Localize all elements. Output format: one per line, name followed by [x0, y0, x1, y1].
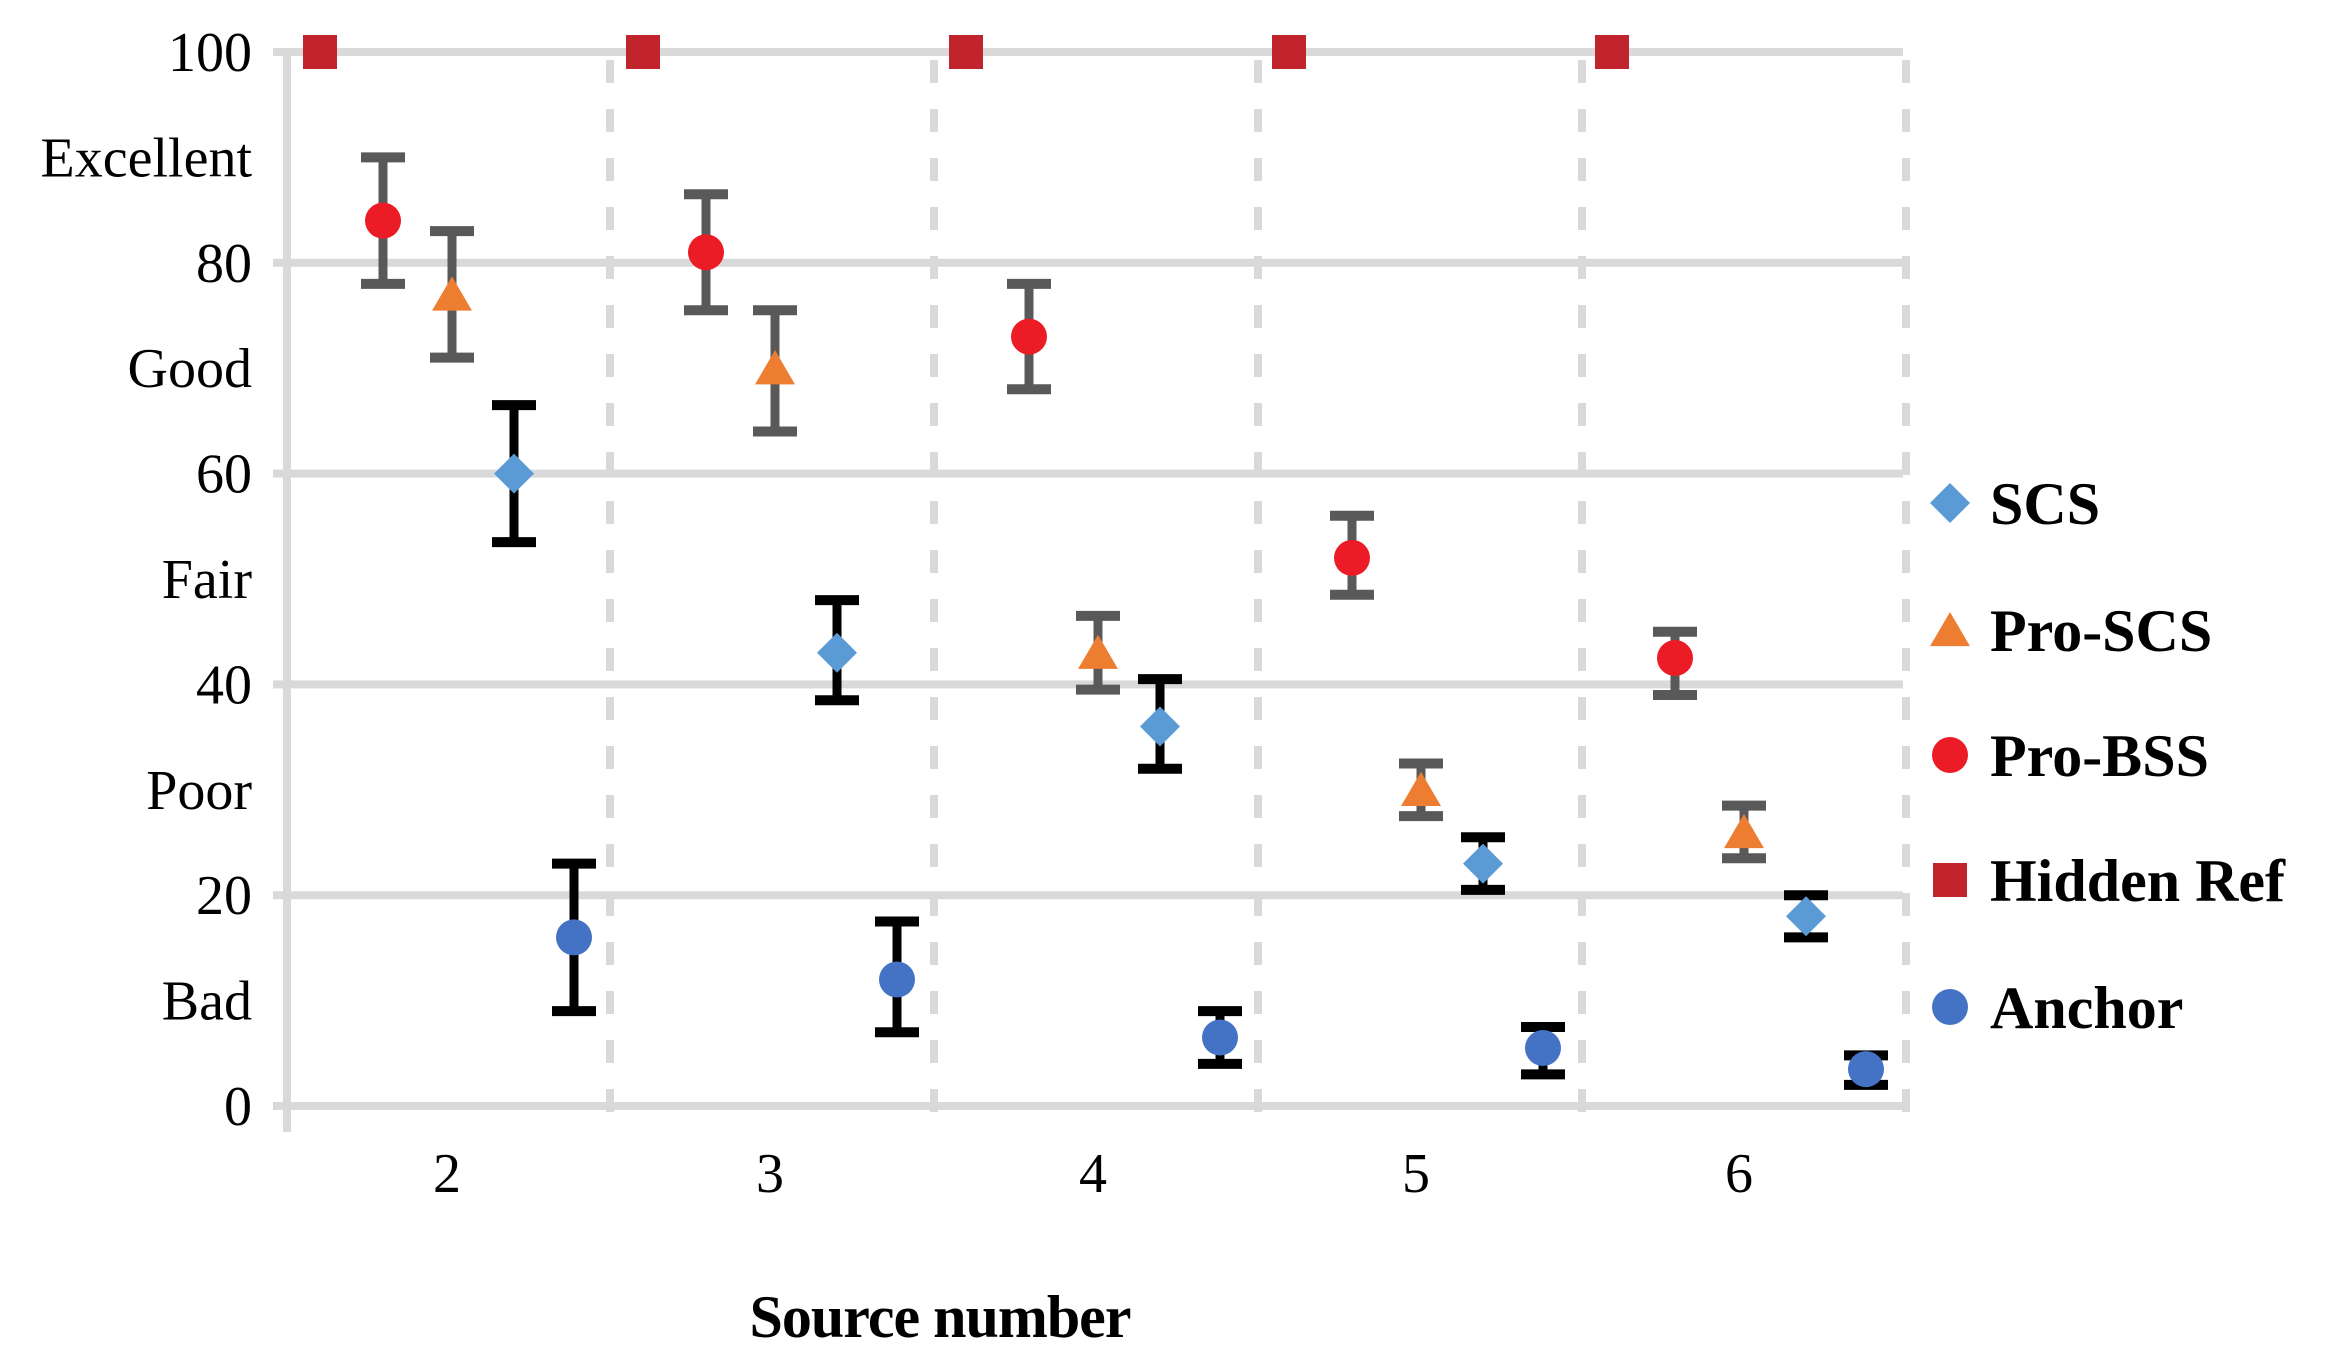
marker-hidden-ref-source-2	[303, 35, 337, 69]
marker-hidden-ref-source-5	[1272, 35, 1306, 69]
marker-pro-scs-source-2	[432, 276, 472, 311]
marker-hidden-ref-source-3	[626, 35, 660, 69]
y-tick-label-100: 100	[168, 22, 252, 84]
marker-pro-scs-source-3	[755, 350, 795, 385]
marker-pro-scs-source-4	[1078, 634, 1118, 669]
legend: SCS Pro-SCS Pro-BSS Hidden Ref Anchor	[1930, 471, 2286, 1041]
series-layer	[303, 35, 1888, 1090]
point-scs-source-4	[1138, 674, 1182, 774]
axis-labels-layer: 100 80 60 40 20 0 Excellent Good Fair Poor Bad 2 3 4 5…	[41, 22, 1753, 1350]
point-pro-bss-source-6	[1653, 626, 1697, 700]
grid-layer	[273, 48, 1910, 1132]
point-anchor-source-2	[552, 858, 596, 1017]
legend-item-pro-scs: Pro-SCS	[1930, 598, 2212, 664]
legend-item-scs: SCS	[1930, 471, 2100, 537]
marker-scs-source-5	[1463, 843, 1503, 884]
point-hidden-ref-source-2	[303, 35, 337, 69]
y-tick-label-60: 60	[196, 444, 252, 506]
marker-pro-bss-source-6	[1657, 640, 1693, 677]
point-hidden-ref-source-5	[1272, 35, 1306, 69]
x-axis-title: Source number	[750, 1284, 1131, 1350]
point-scs-source-3	[815, 595, 859, 706]
legend-label-pro-scs: Pro-SCS	[1990, 598, 2212, 664]
marker-pro-scs-source-6	[1724, 813, 1764, 849]
marker-pro-bss-source-2	[365, 202, 401, 239]
y-tick-label-0: 0	[224, 1076, 252, 1138]
point-scs-source-2	[492, 400, 536, 548]
point-scs-source-5	[1461, 832, 1505, 895]
marker-pro-bss-source-5	[1334, 539, 1370, 576]
point-anchor-source-4	[1198, 1006, 1242, 1069]
marker-hidden-ref-source-4	[949, 35, 983, 69]
point-scs-source-6	[1784, 890, 1828, 943]
point-hidden-ref-source-6	[1595, 35, 1629, 69]
x-tick-label-2: 2	[433, 1143, 461, 1205]
y-quality-label-good: Good	[128, 338, 252, 400]
point-pro-scs-source-6	[1722, 800, 1766, 864]
marker-anchor-source-3	[879, 961, 915, 998]
x-tick-label-6: 6	[1725, 1143, 1753, 1205]
x-tick-label-4: 4	[1079, 1143, 1107, 1205]
marker-scs-source-3	[817, 632, 857, 673]
point-pro-scs-source-4	[1076, 610, 1120, 695]
point-anchor-source-5	[1521, 1021, 1565, 1080]
legend-swatch-pro-scs	[1930, 611, 1970, 647]
y-tick-label-20: 20	[196, 865, 252, 927]
point-pro-scs-source-2	[430, 226, 474, 363]
point-pro-scs-source-3	[753, 305, 797, 437]
marker-hidden-ref-source-6	[1595, 35, 1629, 69]
x-tick-label-5: 5	[1402, 1143, 1430, 1205]
marker-scs-source-4	[1140, 706, 1180, 747]
marker-anchor-source-5	[1525, 1030, 1561, 1067]
y-quality-label-bad: Bad	[162, 971, 252, 1033]
legend-swatch-hidden-ref	[1933, 863, 1967, 897]
marker-anchor-source-2	[556, 919, 592, 956]
marker-anchor-source-4	[1202, 1019, 1238, 1056]
legend-item-hidden-ref: Hidden Ref	[1933, 848, 2286, 914]
y-tick-label-40: 40	[196, 654, 252, 716]
legend-item-anchor: Anchor	[1932, 975, 2183, 1041]
legend-swatch-scs	[1930, 483, 1970, 523]
point-anchor-source-6	[1844, 1050, 1888, 1090]
marker-pro-bss-source-3	[688, 234, 724, 271]
point-hidden-ref-source-3	[626, 35, 660, 69]
y-tick-label-80: 80	[196, 233, 252, 295]
legend-label-anchor: Anchor	[1990, 975, 2183, 1041]
point-pro-scs-source-5	[1399, 758, 1443, 822]
legend-item-pro-bss: Pro-BSS	[1932, 723, 2209, 789]
legend-swatch-pro-bss	[1932, 737, 1968, 773]
point-hidden-ref-source-4	[949, 35, 983, 69]
marker-scs-source-6	[1786, 896, 1826, 937]
point-anchor-source-3	[875, 916, 919, 1038]
point-pro-bss-source-2	[361, 152, 405, 289]
x-tick-label-3: 3	[756, 1143, 784, 1205]
marker-pro-scs-source-5	[1401, 771, 1441, 806]
y-quality-label-fair: Fair	[162, 549, 253, 611]
y-quality-label-excellent: Excellent	[41, 127, 253, 189]
legend-label-pro-bss: Pro-BSS	[1990, 723, 2209, 789]
legend-label-hidden-ref: Hidden Ref	[1990, 848, 2286, 914]
legend-label-scs: SCS	[1990, 471, 2100, 537]
point-pro-bss-source-5	[1330, 510, 1374, 600]
point-pro-bss-source-4	[1007, 278, 1051, 395]
point-pro-bss-source-3	[684, 189, 728, 316]
marker-pro-bss-source-4	[1011, 318, 1047, 355]
legend-swatch-anchor	[1932, 989, 1968, 1025]
marker-anchor-source-6	[1848, 1051, 1884, 1088]
y-quality-label-poor: Poor	[146, 760, 252, 822]
marker-scs-source-2	[494, 453, 534, 494]
